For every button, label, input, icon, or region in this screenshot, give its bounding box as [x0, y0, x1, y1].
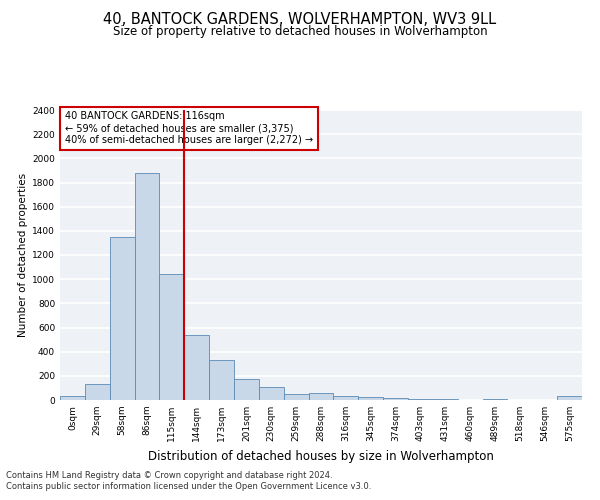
Bar [209, 360, 234, 400]
Text: Contains public sector information licensed under the Open Government Licence v3: Contains public sector information licen… [6, 482, 371, 491]
Bar [60, 396, 85, 400]
Text: Size of property relative to detached houses in Wolverhampton: Size of property relative to detached ho… [113, 25, 487, 38]
Text: 40 BANTOCK GARDENS: 116sqm
← 59% of detached houses are smaller (3,375)
40% of s: 40 BANTOCK GARDENS: 116sqm ← 59% of deta… [65, 112, 313, 144]
Bar [110, 237, 134, 400]
Bar [259, 386, 284, 400]
Bar [160, 274, 184, 400]
Bar [408, 399, 433, 400]
Bar [134, 173, 160, 400]
Text: Contains HM Land Registry data © Crown copyright and database right 2024.: Contains HM Land Registry data © Crown c… [6, 471, 332, 480]
Bar [557, 396, 582, 400]
Bar [308, 394, 334, 400]
Bar [184, 335, 209, 400]
Bar [334, 396, 358, 400]
Text: 40, BANTOCK GARDENS, WOLVERHAMPTON, WV3 9LL: 40, BANTOCK GARDENS, WOLVERHAMPTON, WV3 … [103, 12, 497, 28]
Y-axis label: Number of detached properties: Number of detached properties [18, 173, 28, 337]
Bar [358, 397, 383, 400]
Bar [85, 384, 110, 400]
Bar [383, 398, 408, 400]
Bar [234, 380, 259, 400]
X-axis label: Distribution of detached houses by size in Wolverhampton: Distribution of detached houses by size … [148, 450, 494, 462]
Bar [284, 394, 308, 400]
